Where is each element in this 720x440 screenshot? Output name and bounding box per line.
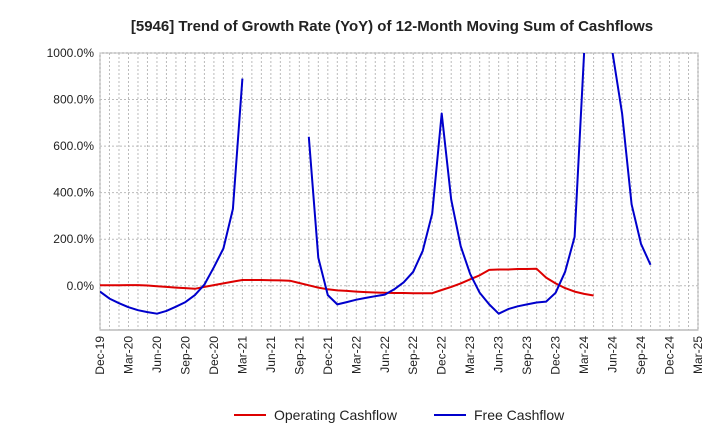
y-tick-label: 200.0% (53, 232, 94, 246)
x-tick-label: Sep-22 (406, 336, 420, 375)
y-tick-label: 0.0% (67, 279, 95, 293)
x-tick-label: Mar-22 (349, 336, 363, 374)
series-line-operating-cashflow (100, 267, 594, 297)
y-tick-label: 600.0% (53, 139, 94, 153)
series-line-free-cashflow (307, 53, 652, 315)
x-tick-label: Jun-21 (264, 336, 278, 373)
y-tick-label: 400.0% (53, 186, 94, 200)
x-tick-label: Dec-21 (321, 336, 335, 375)
y-tick-label: 800.0% (53, 93, 94, 107)
y-tick-label: 1000.0% (47, 46, 95, 60)
y-axis: 1000.0% 800.0% 600.0% 400.0% 200.0% 0.0% (47, 46, 95, 293)
x-tick-label: Jun-24 (606, 336, 620, 373)
x-tick-label: Dec-22 (435, 336, 449, 375)
x-axis: Dec-19 Mar-20 Jun-20 Sep-20 Dec-20 Mar-21 Jun-… (93, 336, 705, 375)
x-tick-label: Dec-24 (663, 336, 677, 375)
x-tick-label: Dec-20 (207, 336, 221, 375)
x-tick-label: Jun-22 (378, 336, 392, 373)
x-tick-label: Sep-20 (178, 336, 192, 375)
series-line-free-cashflow (100, 78, 244, 315)
x-tick-label: Mar-25 (691, 336, 705, 374)
x-tick-label: Jun-23 (492, 336, 506, 373)
legend: Operating Cashflow Free Cashflow (234, 407, 565, 423)
legend-label-free-cashflow: Free Cashflow (474, 407, 565, 423)
plot-area (99, 52, 699, 331)
x-tick-label: Sep-21 (292, 336, 306, 375)
x-tick-label: Mar-21 (235, 336, 249, 374)
x-tick-label: Mar-24 (577, 336, 591, 374)
x-tick-label: Mar-23 (463, 336, 477, 374)
x-tick-label: Sep-24 (634, 336, 648, 375)
x-tick-label: Dec-23 (549, 336, 563, 375)
x-tick-label: Sep-23 (520, 336, 534, 375)
chart-title: [5946] Trend of Growth Rate (YoY) of 12-… (131, 18, 653, 35)
x-tick-label: Mar-20 (121, 336, 135, 374)
series-group (100, 53, 652, 315)
x-tick-label: Jun-20 (150, 336, 164, 373)
legend-label-operating-cashflow: Operating Cashflow (274, 407, 398, 423)
x-tick-label: Dec-19 (93, 336, 107, 375)
